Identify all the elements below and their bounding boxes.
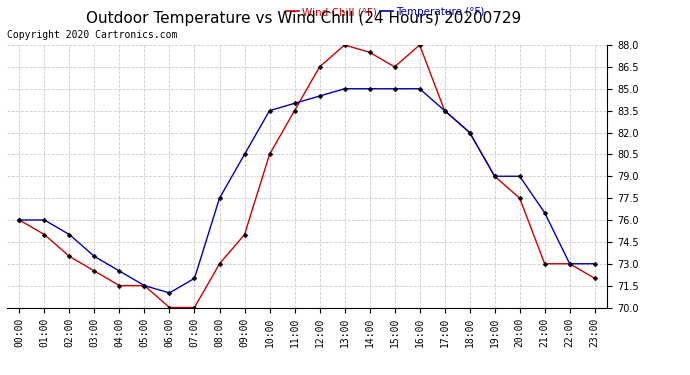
Text: Copyright 2020 Cartronics.com: Copyright 2020 Cartronics.com xyxy=(7,30,177,40)
Legend: Wind Chill (°F), Temperature (°F): Wind Chill (°F), Temperature (°F) xyxy=(282,3,489,21)
Text: Outdoor Temperature vs Wind Chill (24 Hours) 20200729: Outdoor Temperature vs Wind Chill (24 Ho… xyxy=(86,11,521,26)
